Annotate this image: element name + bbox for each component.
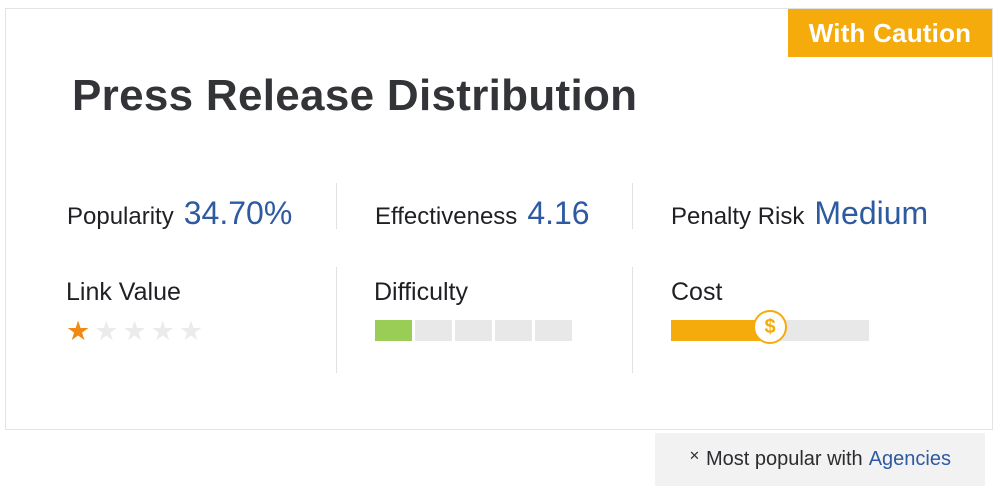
- dollar-icon: $: [753, 310, 787, 344]
- divider: [632, 267, 633, 373]
- popularity-value: 34.70%: [183, 195, 293, 231]
- penalty-risk-metric: Penalty Risk Medium: [671, 195, 928, 235]
- difficulty-bar: [375, 320, 572, 341]
- effectiveness-metric: Effectiveness 4.16: [375, 195, 590, 235]
- star-empty-icon: ★: [122, 316, 147, 346]
- resource-card: With Caution Press Release Distribution …: [5, 8, 993, 430]
- difficulty-segment: [495, 320, 532, 341]
- star-empty-icon: ★: [178, 316, 204, 346]
- penalty-risk-label: Penalty Risk: [671, 203, 805, 230]
- star-empty-icon: ★: [94, 316, 119, 346]
- link-value-stars: ★ ★ ★ ★ ★: [66, 316, 203, 346]
- difficulty-segment: [455, 320, 492, 341]
- caution-badge: With Caution: [788, 9, 992, 57]
- star-filled-icon: ★: [66, 316, 91, 346]
- link-value-label: Link Value: [66, 278, 181, 306]
- popularity-label: Popularity: [67, 203, 174, 230]
- penalty-risk-value: Medium: [814, 195, 929, 231]
- cost-fill: [671, 320, 770, 341]
- difficulty-label: Difficulty: [374, 278, 469, 306]
- close-icon: ✕: [689, 447, 700, 463]
- difficulty-segment: [535, 320, 572, 341]
- divider: [632, 183, 633, 229]
- difficulty-segment: [375, 320, 412, 341]
- popularity-tag: ✕ Most popular with Agencies: [655, 433, 985, 486]
- divider: [336, 267, 337, 373]
- star-empty-icon: ★: [150, 316, 175, 346]
- effectiveness-value: 4.16: [527, 195, 590, 231]
- popularity-tag-text: Most popular with: [705, 448, 863, 470]
- effectiveness-label: Effectiveness: [375, 203, 518, 230]
- page-title: Press Release Distribution: [72, 71, 638, 120]
- difficulty-segment: [415, 320, 452, 341]
- cost-label: Cost: [671, 278, 723, 306]
- divider: [336, 183, 337, 229]
- agencies-link[interactable]: Agencies: [868, 448, 951, 470]
- popularity-metric: Popularity 34.70%: [67, 195, 292, 235]
